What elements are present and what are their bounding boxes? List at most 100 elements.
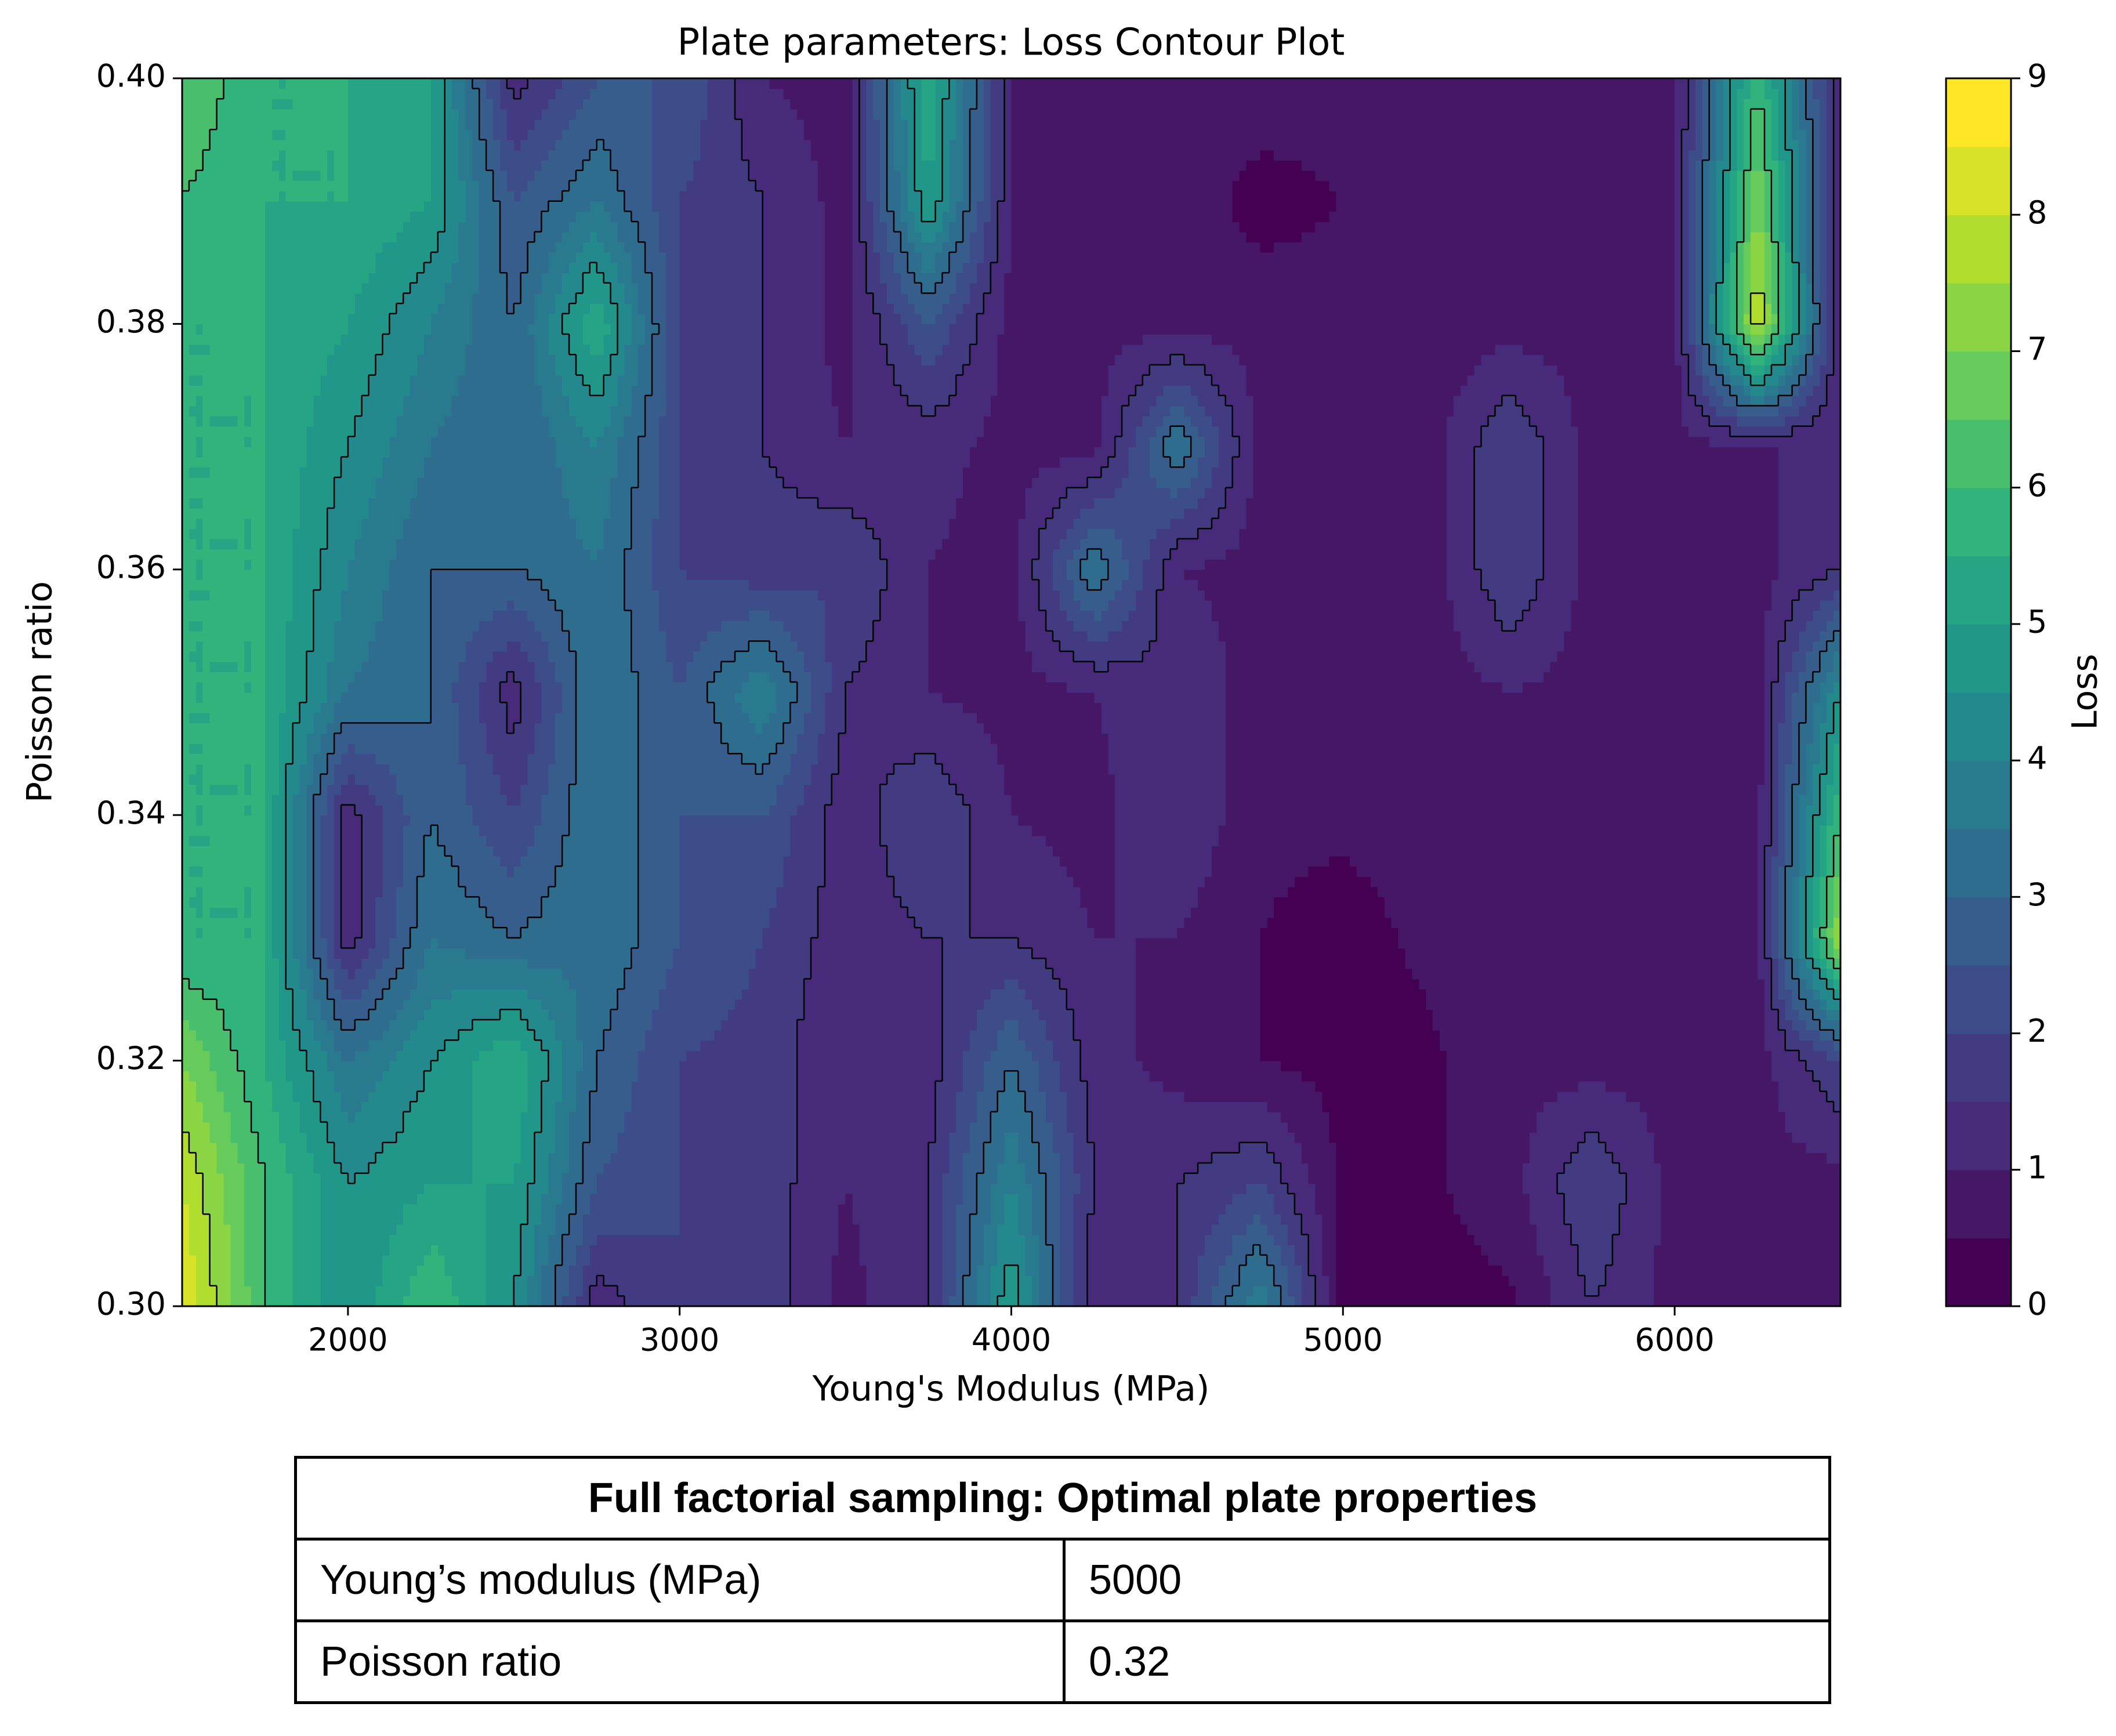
contour-fill (1509, 426, 1537, 437)
contour-fill (1384, 897, 1427, 908)
contour-fill (1260, 1265, 1274, 1276)
contour-fill (285, 825, 294, 836)
contour-fill (928, 1020, 943, 1031)
contour-fill (264, 447, 307, 458)
contour-fill (679, 467, 763, 478)
contour-fill (1827, 968, 1834, 980)
contour-fill (907, 907, 929, 918)
contour-fill (942, 1224, 956, 1235)
contour-fill (576, 1101, 590, 1112)
contour-fill (396, 886, 418, 898)
contour-fill (928, 1245, 943, 1256)
contour-fill (1813, 856, 1821, 867)
contour-fill (990, 1050, 1012, 1061)
contour-fill (1661, 1173, 1675, 1184)
contour-fill (513, 426, 549, 437)
contour-fill (182, 876, 266, 887)
contour-fill (410, 1275, 432, 1286)
contour-cell (762, 447, 846, 570)
contour-fill (1509, 1255, 1544, 1266)
contour-fill (1820, 989, 1834, 1000)
contour-fill (1820, 784, 1827, 795)
contour-fill (576, 651, 597, 662)
contour-fill (1592, 886, 1675, 898)
contour-fill (486, 661, 514, 673)
contour-fill (942, 1245, 956, 1256)
contour-fill (921, 927, 929, 938)
contour-fill (1758, 528, 1779, 539)
contour-fill (970, 1030, 998, 1041)
contour-cell (1426, 1183, 1509, 1307)
contour-fill (928, 1071, 943, 1082)
contour-fill (928, 886, 970, 898)
contour-fill (603, 1040, 646, 1051)
contour-fill (1329, 1132, 1344, 1143)
contour-fill (1343, 477, 1427, 488)
contour-fill (811, 692, 825, 703)
contour-fill (1654, 1285, 1675, 1297)
contour-fill (610, 324, 618, 335)
contour-fill (1785, 876, 1793, 887)
contour-fill (1011, 1234, 1026, 1245)
contour-cell (679, 569, 763, 693)
contour-fill (866, 1296, 929, 1307)
contour-fill (1080, 1060, 1095, 1072)
contour-fill (320, 1245, 349, 1256)
contour-fill (1239, 1265, 1261, 1276)
contour-fill (375, 1152, 432, 1164)
contour-fill (1771, 1050, 1800, 1061)
contour-fill (430, 723, 459, 734)
contour-cell (264, 569, 349, 693)
contour-fill (1343, 1050, 1427, 1061)
contour-fill (928, 610, 1012, 621)
contour-fill (589, 1132, 597, 1143)
contour-fill (1675, 866, 1758, 877)
contour-fill (1592, 774, 1675, 785)
contour-fill (472, 630, 514, 642)
contour-fill (582, 1040, 597, 1051)
contour-fill (541, 712, 556, 724)
contour-fill (562, 1040, 584, 1051)
contour-fill (845, 815, 881, 826)
contour-fill (458, 723, 487, 734)
contour-fill (513, 344, 535, 356)
contour-cell (596, 1183, 680, 1307)
contour-fill (1509, 1224, 1537, 1235)
contour-fill (1813, 846, 1821, 857)
contour-fill (189, 1224, 211, 1235)
contour-fill (582, 1234, 597, 1245)
contour-fill (458, 1296, 487, 1307)
contour-cell (1675, 569, 1758, 693)
contour-fill (230, 1111, 252, 1123)
contour-fill (1177, 958, 1261, 969)
contour-fill (852, 508, 929, 519)
contour-fill (182, 989, 204, 1000)
contour-fill (762, 1193, 791, 1205)
contour-fill (1218, 508, 1247, 519)
contour-fill (1799, 989, 1814, 1000)
contour-fill (1426, 416, 1447, 427)
contour-fill (285, 774, 300, 785)
contour-fill (430, 426, 439, 437)
contour-fill (327, 723, 342, 734)
contour-cell (1011, 937, 1095, 1061)
contour-fill (340, 610, 349, 621)
contour-cell (762, 692, 846, 816)
contour-fill (347, 866, 363, 877)
contour-fill (541, 804, 570, 816)
contour-fill (970, 456, 1012, 468)
contour-fill (1806, 866, 1814, 877)
contour-fill (1509, 1204, 1530, 1215)
contour-fill (1820, 753, 1827, 764)
contour-fill (631, 538, 653, 550)
contour-fill (1834, 661, 1841, 673)
contour-fill (334, 1030, 349, 1041)
contour-fill (562, 1183, 577, 1194)
contour-fill (1343, 1040, 1427, 1051)
contour-fill (486, 743, 514, 755)
contour-fill (182, 354, 266, 365)
contour-fill (1163, 436, 1178, 447)
contour-fill (430, 1265, 445, 1276)
contour-fill (1177, 1265, 1198, 1276)
contour-fill (1094, 1071, 1150, 1082)
